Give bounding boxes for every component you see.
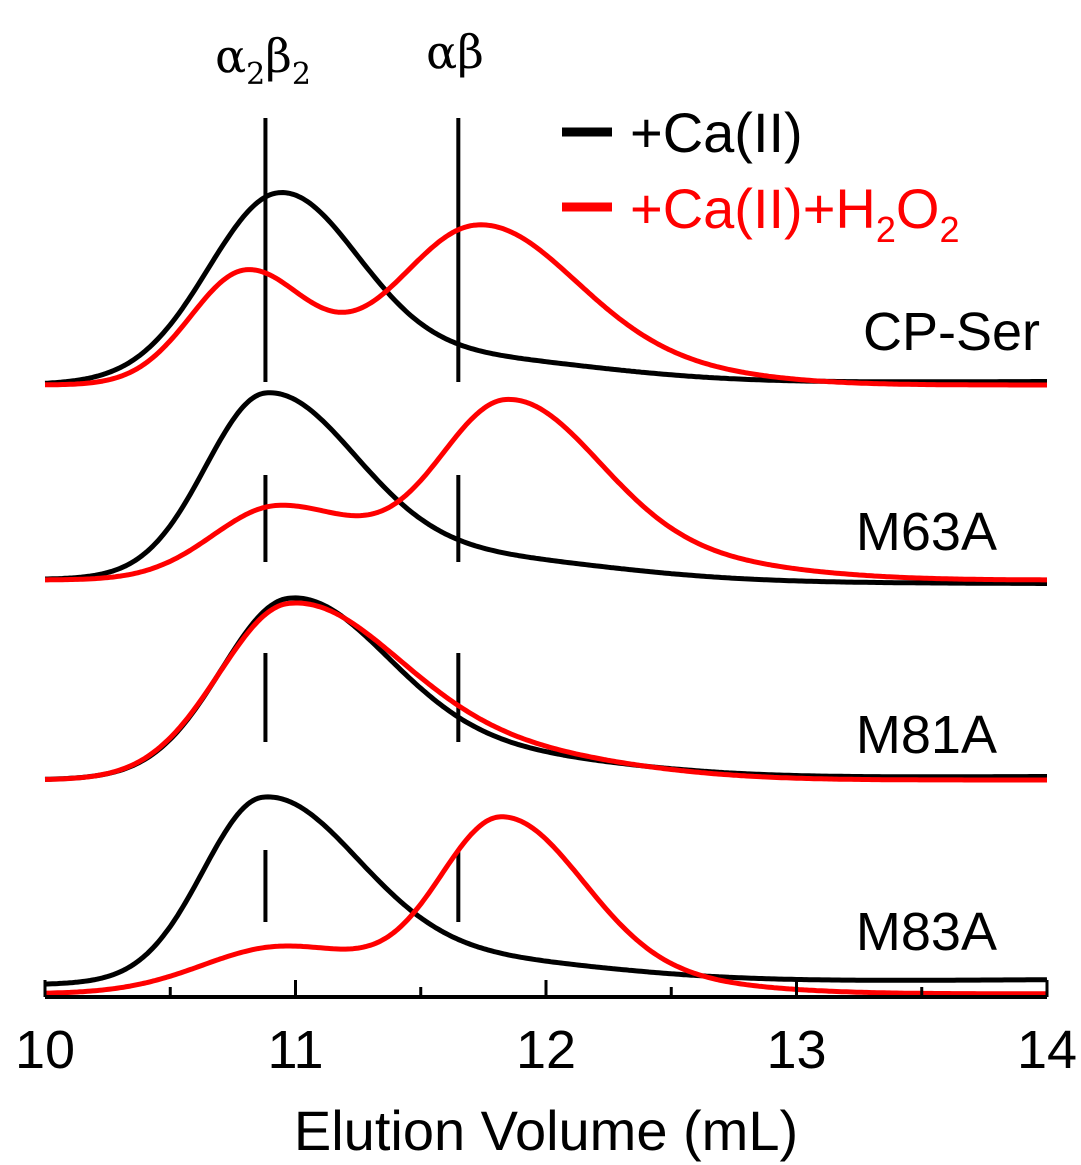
panel-label-m63a: M63A	[856, 502, 997, 562]
panel-label-m81a: M81A	[856, 705, 997, 765]
ref-label-a2b2: α2β2	[215, 29, 311, 92]
x-axis-label: Elution Volume (mL)	[294, 1099, 798, 1162]
x-tick-label: 13	[766, 1020, 826, 1080]
panel-label-cp-ser: CP-Ser	[863, 302, 1040, 362]
x-tick-label: 11	[267, 1020, 323, 1080]
legend-label-ca: +Ca(II)	[630, 101, 803, 164]
x-tick-label: 14	[1017, 1020, 1077, 1080]
x-axis: 10 11 12 13 14	[15, 980, 1077, 1080]
legend-label-h2o2: +Ca(II)+H2O2	[630, 177, 959, 250]
x-tick-label: 10	[15, 1020, 75, 1080]
panel-label-m83a: M83A	[856, 902, 997, 962]
legend: +Ca(II) +Ca(II)+H2O2	[562, 101, 959, 250]
x-tick-label: 12	[516, 1020, 576, 1080]
ref-label-ab: αβ	[426, 25, 484, 79]
